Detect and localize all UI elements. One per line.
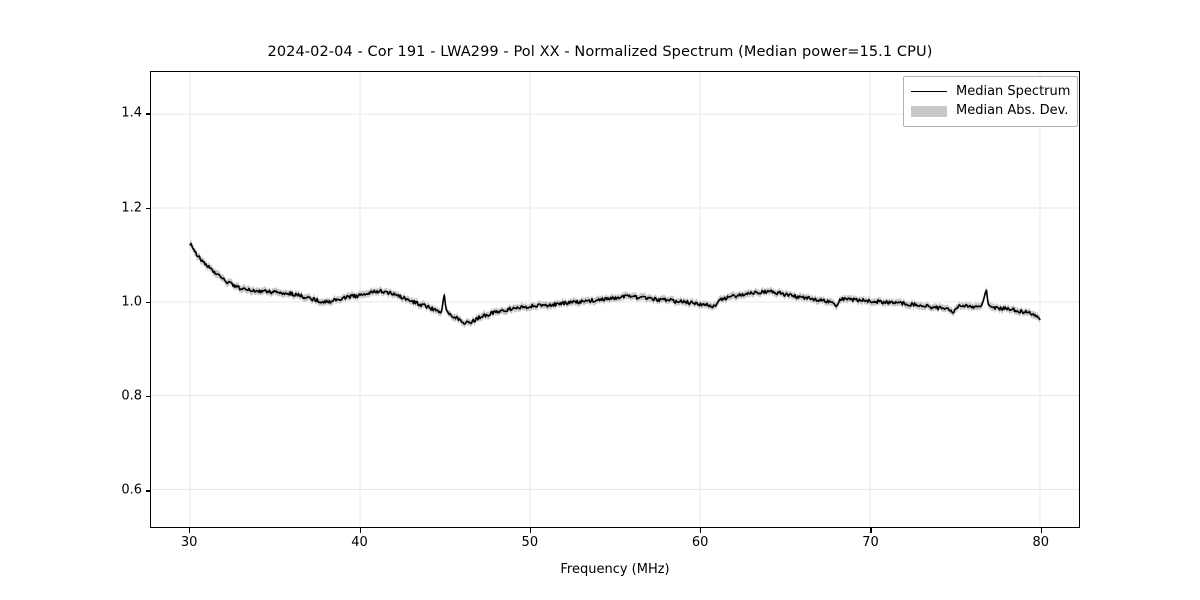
- y-tick-mark: [146, 396, 151, 398]
- x-tick-label: 70: [862, 535, 879, 550]
- chart-legend[interactable]: Median Spectrum Median Abs. Dev.: [903, 76, 1079, 127]
- x-tick-mark: [1040, 528, 1043, 533]
- y-tick-label: 1.2: [121, 200, 142, 216]
- median-spectrum-line: [189, 242, 1041, 325]
- median-abs-dev-band: [190, 239, 1040, 328]
- legend-label-median-abs-dev: Median Abs. Dev.: [956, 103, 1069, 118]
- chart-title: 2024-02-04 - Cor 191 - LWA299 - Pol XX -…: [267, 44, 933, 60]
- y-tick-mark: [146, 113, 151, 115]
- legend-line-swatch: [911, 85, 947, 99]
- x-tick-label: 50: [521, 535, 539, 550]
- legend-item-median-spectrum[interactable]: Median Spectrum: [911, 82, 1070, 101]
- x-tick-label: 30: [180, 535, 198, 550]
- x-tick-mark: [700, 528, 702, 533]
- y-tick-mark: [146, 490, 151, 492]
- gridlines: [151, 72, 1079, 527]
- x-tick-label: 60: [691, 535, 709, 550]
- y-axis-label-wrapper: Normalized Power: [0, 0, 1, 600]
- x-tick-label: 40: [351, 535, 368, 550]
- x-axis-label: Frequency (MHz): [560, 562, 670, 577]
- y-axis-tick-labels: 0.6 0.8 1.0 1.2 1.4: [96, 0, 142, 600]
- x-tick-label: 80: [1032, 535, 1050, 550]
- x-tick-mark: [529, 528, 532, 533]
- y-tick-label: 1.0: [121, 294, 142, 310]
- y-tick-label: 0.8: [121, 388, 142, 404]
- spectrum-plot-svg: [151, 72, 1079, 527]
- plot-area: [150, 71, 1080, 528]
- legend-item-median-abs-dev[interactable]: Median Abs. Dev.: [911, 101, 1070, 120]
- y-tick-mark: [146, 207, 151, 209]
- y-tick-mark: [146, 301, 151, 304]
- x-tick-mark: [359, 528, 361, 533]
- legend-label-median-spectrum: Median Spectrum: [956, 84, 1071, 99]
- y-tick-label: 0.6: [121, 482, 142, 498]
- x-tick-mark: [189, 528, 191, 533]
- legend-band-swatch: [911, 104, 947, 118]
- x-tick-mark: [870, 528, 872, 533]
- y-tick-label: 1.4: [121, 105, 142, 121]
